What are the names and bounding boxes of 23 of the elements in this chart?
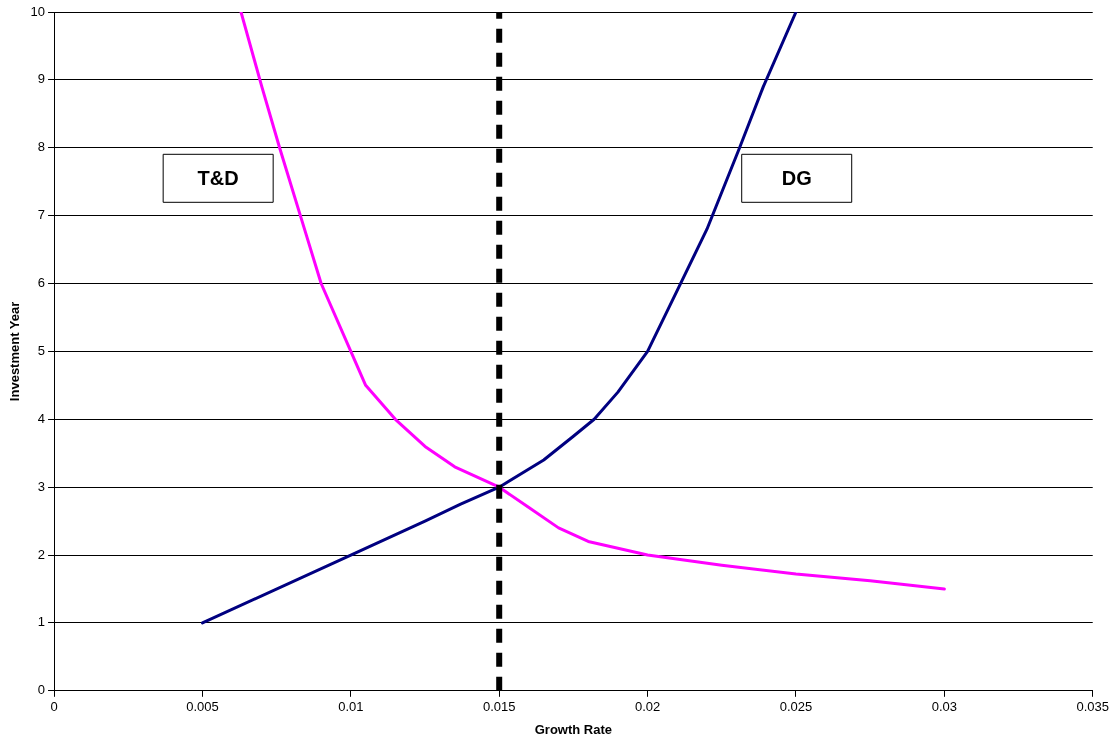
x-tick-label: 0.03 (931, 699, 958, 715)
x-axis-title: Growth Rate (534, 721, 613, 737)
y-tick-label: 9 (37, 71, 46, 87)
y-tick-label: 10 (30, 3, 46, 19)
y-tick-label: 5 (37, 342, 46, 358)
y-tick-label: 2 (37, 546, 46, 562)
x-tick-label: 0.01 (338, 699, 364, 715)
y-tick-label: 8 (37, 139, 46, 155)
x-tick-label: 0.005 (186, 699, 219, 715)
text: DG (781, 166, 812, 189)
y-tick-label: 4 (37, 410, 46, 426)
text: T&D (197, 166, 239, 189)
y-tick-label: 1 (37, 614, 46, 630)
x-tick-label: 0.035 (1076, 699, 1110, 715)
x-tick-label: 0.02 (634, 699, 661, 715)
x-tick-label: 0 (50, 699, 58, 715)
x-tick-label: 0.015 (482, 699, 516, 715)
x-tick-label: 0.025 (779, 699, 813, 715)
y-tick-label: 7 (37, 207, 46, 223)
y-tick-label: 3 (37, 478, 46, 494)
y-axis-title: Investment Year (7, 301, 23, 402)
y-tick-label: 6 (37, 275, 46, 291)
y-tick-label: 0 (37, 682, 46, 698)
